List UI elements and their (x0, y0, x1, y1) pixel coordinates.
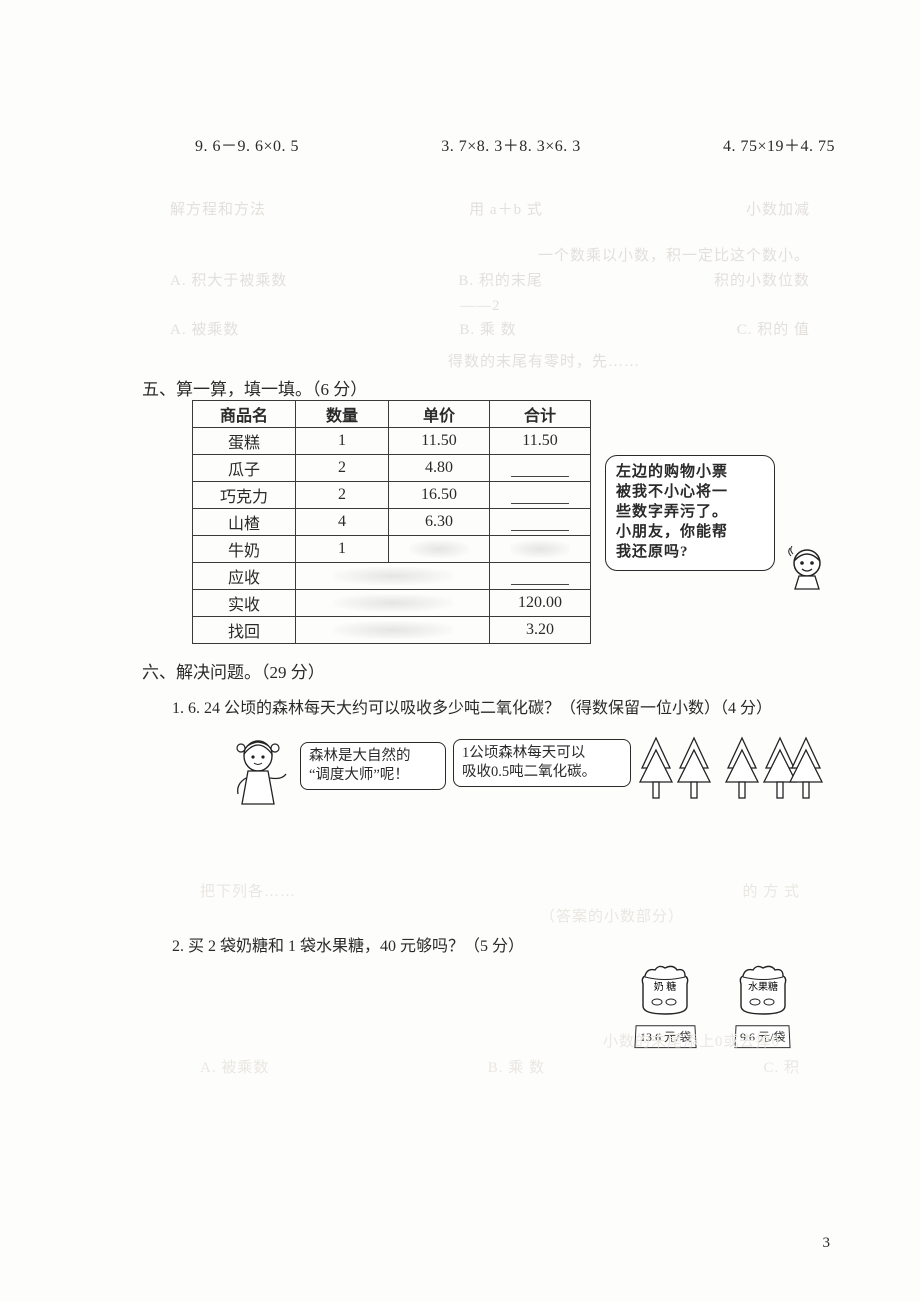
summary-row: 应收 (193, 563, 591, 590)
cell-total: 11.50 (490, 428, 591, 455)
cell-qty: 4 (296, 509, 389, 536)
cell-price: 6.30 (389, 509, 490, 536)
due-blank (490, 563, 591, 590)
bag-label: 奶 糖 (654, 980, 677, 993)
cell-name: 巧克力 (193, 482, 296, 509)
change-smudge (296, 617, 490, 644)
cell-name: 山楂 (193, 509, 296, 536)
faded-text: A. 积大于被乘数 B. 积的末尾 积的小数位数 (170, 269, 810, 290)
col-header-price: 单价 (389, 401, 490, 428)
change-label: 找回 (193, 617, 296, 644)
summary-row: 找回 3.20 (193, 617, 591, 644)
paid-smudge (296, 590, 490, 617)
cell-total-blank (490, 509, 591, 536)
faded-text: 得数的末尾有零时，先…… (300, 350, 640, 371)
cell-price: 11.50 (389, 428, 490, 455)
table-header-row: 商品名 数量 单价 合计 (193, 401, 591, 428)
expression-row: 9. 6－9. 6×0. 5 3. 7×8. 3＋8. 3×6. 3 4. 75… (195, 132, 835, 156)
table-row: 巧克力 2 16.50 (193, 482, 591, 509)
section-5-title: 五、算一算，填一填。（6 分） (142, 375, 367, 400)
cell-total-blank (490, 455, 591, 482)
cell-price: 16.50 (389, 482, 490, 509)
faded-text: 解方程和方法 用 a＋b 式 小数加减 (170, 198, 810, 219)
page-number: 3 (823, 1235, 831, 1252)
expression-3: 4. 75×19＋4. 75 (723, 132, 835, 156)
faded-text: 把下列各…… 的 方 式 (200, 880, 800, 901)
speech-bubble-wrap: 左边的购物小票 被我不小心将一 些数字弄污了。 小朋友，你能帮 我还原吗? (605, 455, 835, 571)
receipt-table: 商品名 数量 单价 合计 蛋糕 1 11.50 11.50 瓜子 2 4.80 … (192, 400, 591, 644)
faded-text: 小数的末尾添上0或去掉0 (300, 1030, 780, 1051)
faded-text: 一个数乘以小数，积一定比这个数小。 (170, 244, 810, 265)
problem-1-graphic: 森林是大自然的 “调度大师”呢！ 1公顷森林每天可以 吸收0.5吨二氧化碳。 (228, 730, 828, 810)
girl-icon (228, 734, 298, 812)
faded-text: （答案的小数部分） (540, 905, 684, 926)
cell-price: 4.80 (389, 455, 490, 482)
table-row: 山楂 4 6.30 (193, 509, 591, 536)
section-6-title: 六、解决问题。（29 分） (142, 658, 325, 683)
due-label: 应收 (193, 563, 296, 590)
expression-2: 3. 7×8. 3＋8. 3×6. 3 (441, 132, 581, 156)
speech-box-2: 1公顷森林每天可以 吸收0.5吨二氧化碳。 (453, 739, 631, 787)
cell-qty: 2 (296, 482, 389, 509)
speech-bubble: 左边的购物小票 被我不小心将一 些数字弄污了。 小朋友，你能帮 我还原吗? (605, 455, 775, 571)
col-header-total: 合计 (490, 401, 591, 428)
faded-text: A. 被乘数 B. 乘 数 C. 积 (200, 1056, 800, 1077)
cell-qty: 2 (296, 455, 389, 482)
table-row: 瓜子 2 4.80 (193, 455, 591, 482)
trees-icon (636, 730, 826, 808)
cell-price-smudge (389, 536, 490, 563)
worksheet-page: 9. 6－9. 6×0. 5 3. 7×8. 3＋8. 3×6. 3 4. 75… (0, 0, 920, 1302)
problem-1-text: 1. 6. 24 公顷的森林每天大约可以吸收多少吨二氧化碳？（得数保留一位小数）… (172, 694, 812, 718)
cell-name: 瓜子 (193, 455, 296, 482)
expression-1: 9. 6－9. 6×0. 5 (195, 132, 299, 156)
problem-2-text: 2. 买 2 袋奶糖和 1 袋水果糖，40 元够吗？（5 分） (172, 932, 812, 956)
speech-box-1: 森林是大自然的 “调度大师”呢！ (300, 742, 446, 790)
table-row: 蛋糕 1 11.50 11.50 (193, 428, 591, 455)
cell-total-smudge (490, 536, 591, 563)
bag-icon: 水果糖 (733, 962, 793, 1020)
change-value: 3.20 (490, 617, 591, 644)
col-header-qty: 数量 (296, 401, 389, 428)
summary-row: 实收 120.00 (193, 590, 591, 617)
cell-total-blank (490, 482, 591, 509)
paid-value: 120.00 (490, 590, 591, 617)
faded-text: ——2 (460, 298, 501, 315)
faded-text: A. 被乘数 B. 乘 数 C. 积的 值 (170, 318, 810, 339)
cell-name: 蛋糕 (193, 428, 296, 455)
table-row: 牛奶 1 (193, 536, 591, 563)
cell-qty: 1 (296, 536, 389, 563)
col-header-name: 商品名 (193, 401, 296, 428)
bag-icon: 奶 糖 (635, 962, 695, 1020)
boy-face-icon (785, 543, 829, 593)
due-smudge (296, 563, 490, 590)
cell-name: 牛奶 (193, 536, 296, 563)
cell-qty: 1 (296, 428, 389, 455)
paid-label: 实收 (193, 590, 296, 617)
bag-label: 水果糖 (748, 980, 778, 993)
